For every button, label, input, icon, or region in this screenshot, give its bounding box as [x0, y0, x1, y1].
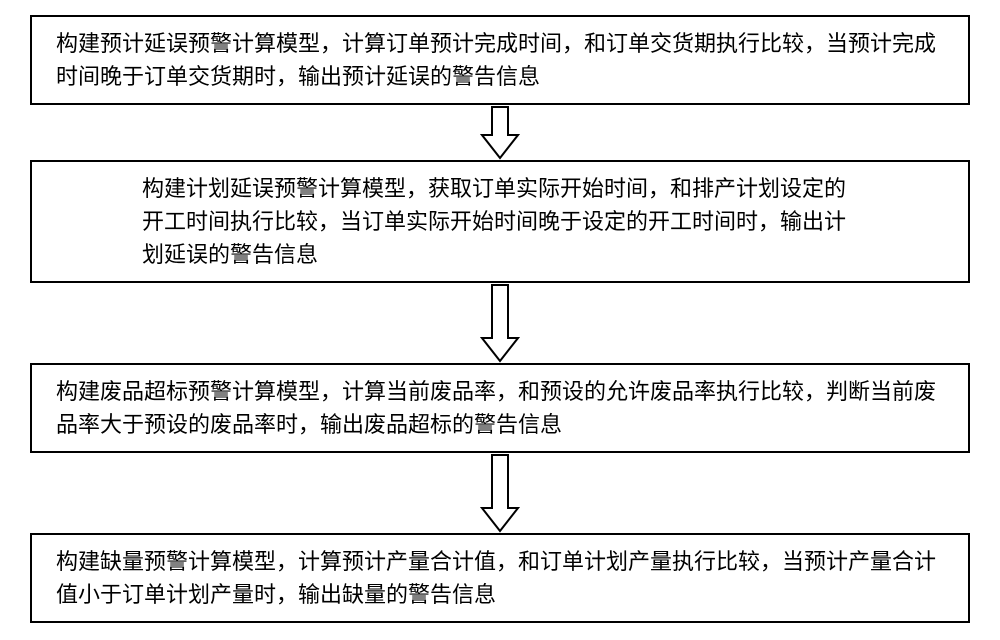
- flow-node-2: 构建计划延误预警计算模型，获取订单实际开始时间，和排产计划设定的开工时间执行比较…: [30, 160, 970, 283]
- flow-node-4: 构建缺量预警计算模型，计算预计产量合计值，和订单计划产量执行比较，当预计产量合计…: [30, 533, 970, 623]
- flow-node-1: 构建预计延误预警计算模型，计算订单预计完成时间，和订单交货期执行比较，当预计完成…: [30, 15, 970, 105]
- flow-arrow-3: [480, 453, 520, 533]
- flow-arrow-1: [480, 105, 520, 160]
- flow-node-3: 构建废品超标预警计算模型，计算当前废品率，和预设的允许废品率执行比较，判断当前废…: [30, 363, 970, 453]
- flow-node-3-text: 构建废品超标预警计算模型，计算当前废品率，和预设的允许废品率执行比较，判断当前废…: [56, 379, 936, 437]
- down-arrow-icon: [480, 105, 520, 160]
- flow-arrow-2: [480, 283, 520, 363]
- flow-node-1-text: 构建预计延误预警计算模型，计算订单预计完成时间，和订单交货期执行比较，当预计完成…: [56, 31, 936, 89]
- down-arrow-icon: [480, 283, 520, 363]
- flow-node-4-text: 构建缺量预警计算模型，计算预计产量合计值，和订单计划产量执行比较，当预计产量合计…: [56, 549, 936, 607]
- down-arrow-icon: [480, 453, 520, 533]
- flow-node-2-text: 构建计划延误预警计算模型，获取订单实际开始时间，和排产计划设定的开工时间执行比较…: [142, 176, 846, 267]
